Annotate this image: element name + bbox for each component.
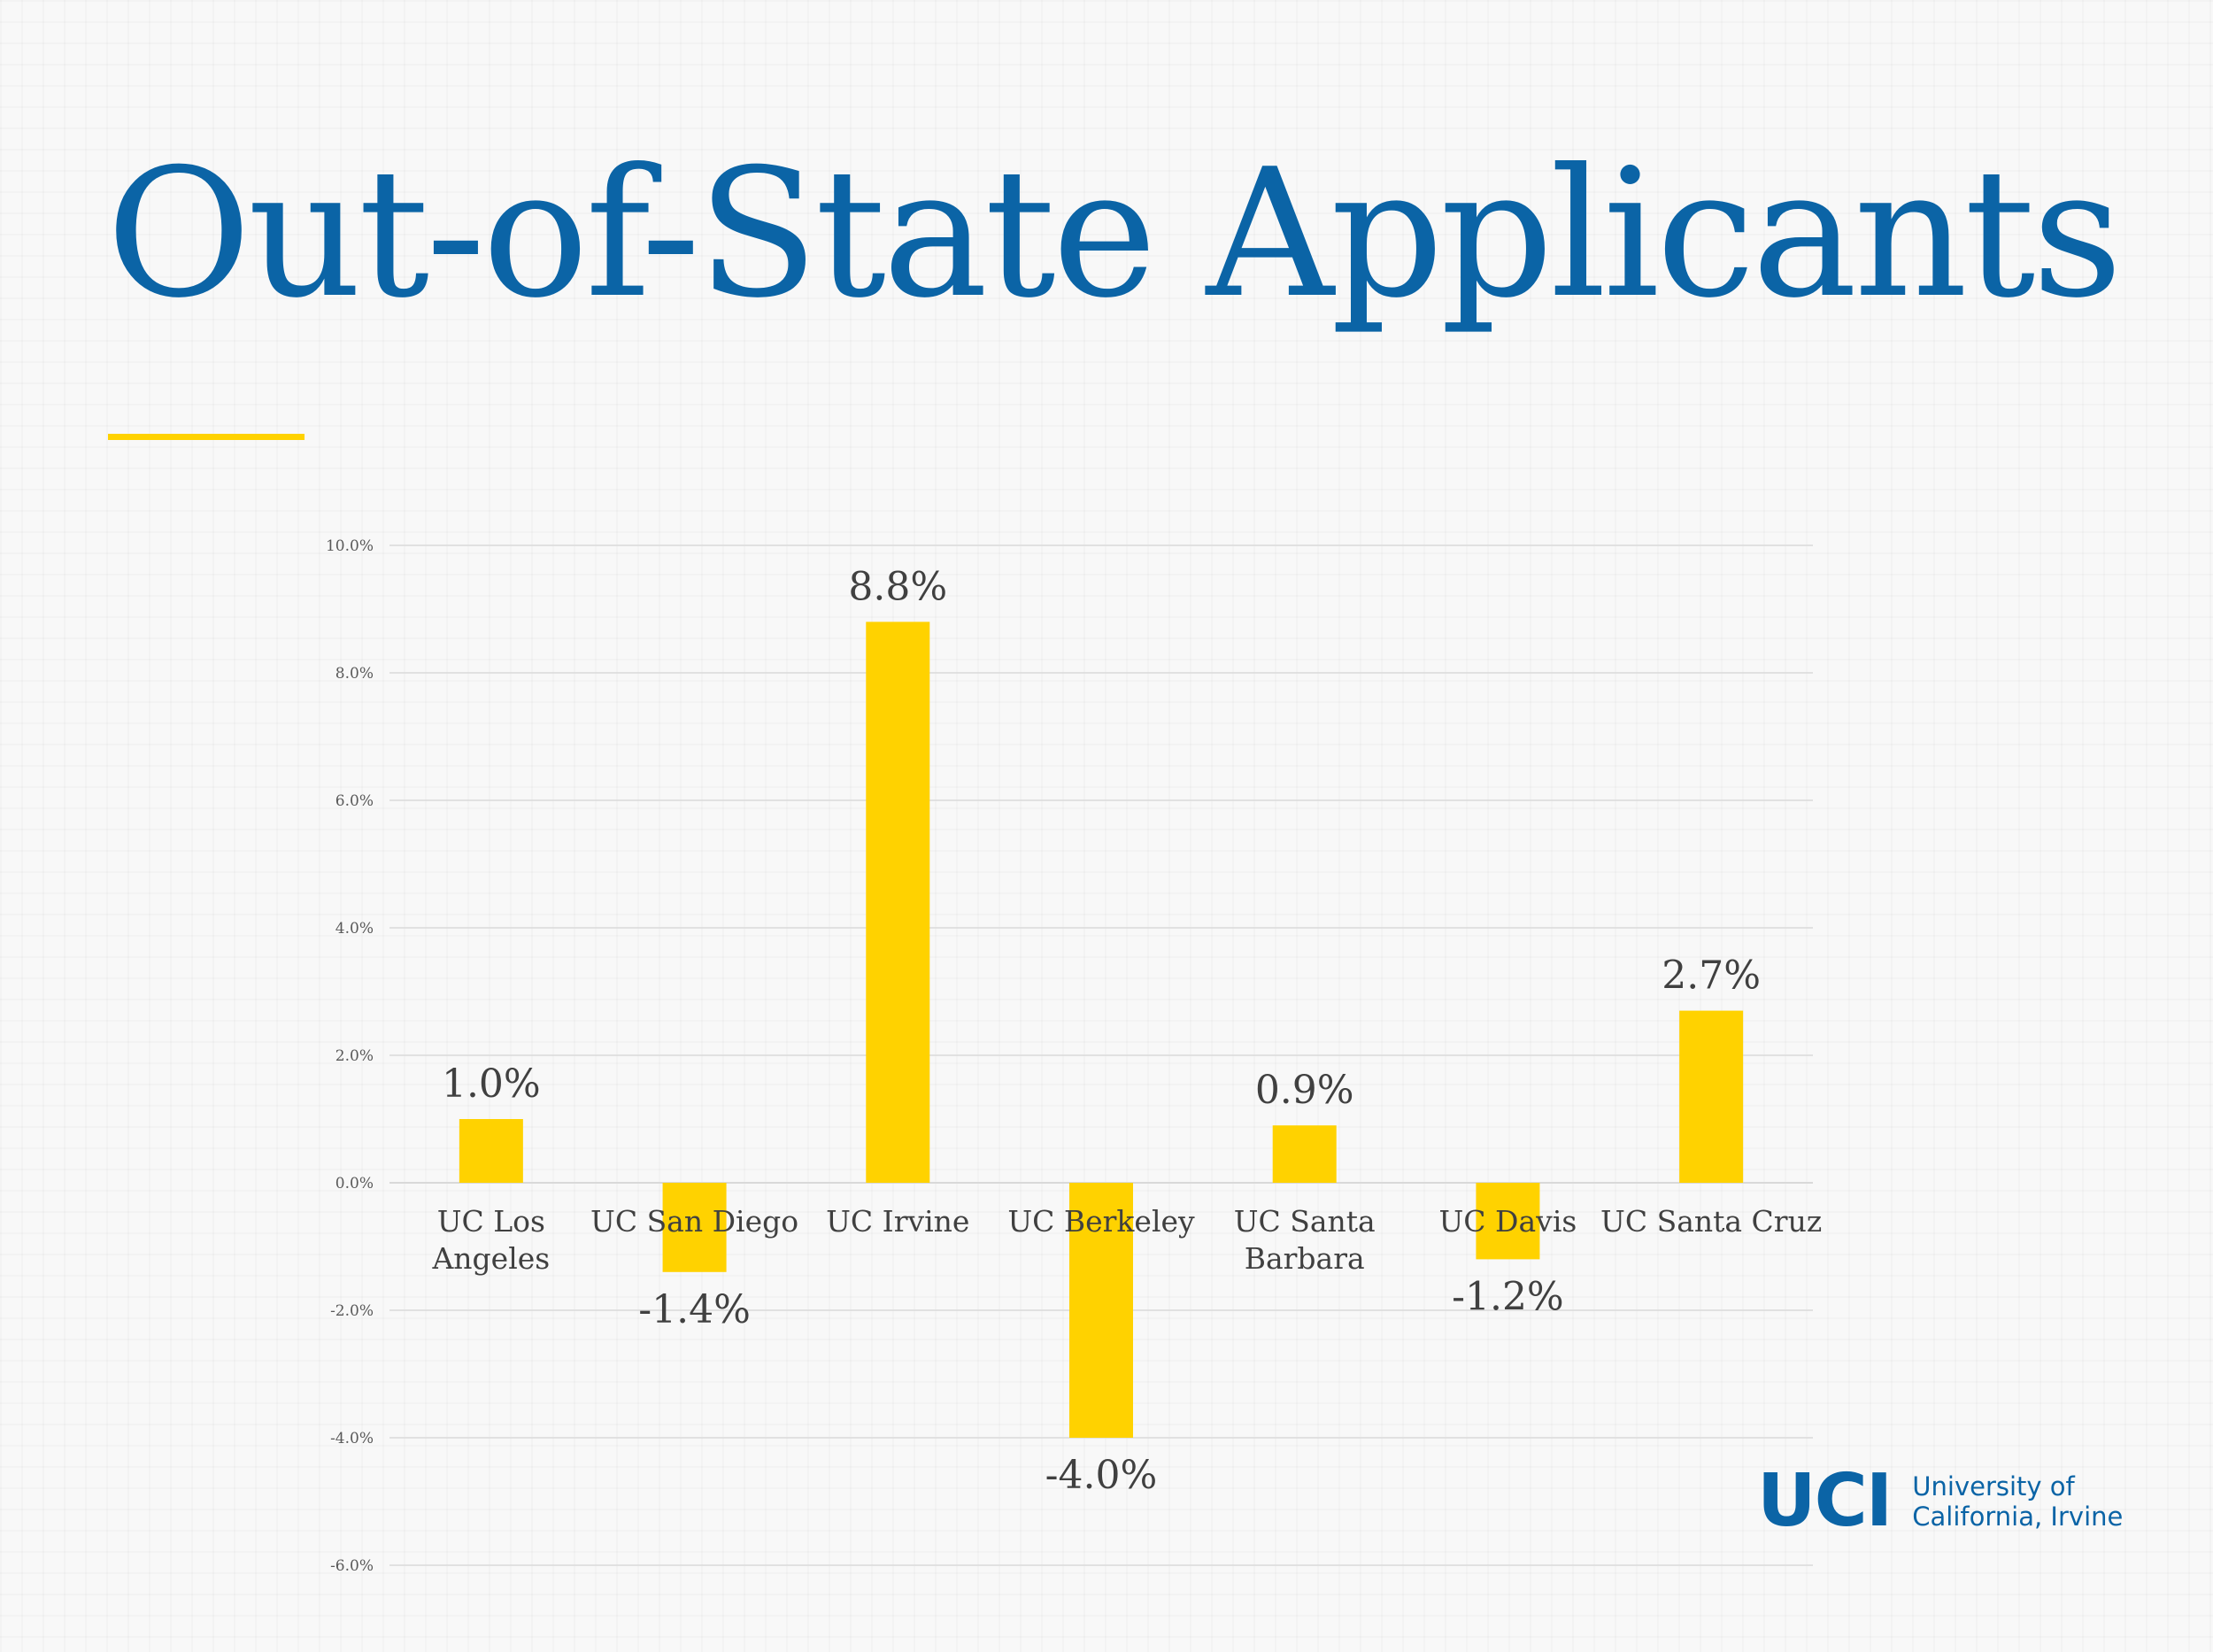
title-underline xyxy=(108,434,305,440)
bars-layer xyxy=(459,621,1744,1438)
category-label: UC Los Angeles xyxy=(431,1204,550,1276)
y-tick-label: 8.0% xyxy=(335,665,374,683)
bar xyxy=(662,1183,727,1272)
category-label: UC San Diego xyxy=(590,1204,798,1239)
logo-line-2: California, Irvine xyxy=(1912,1501,2124,1532)
logo-line-1: University of xyxy=(1912,1471,2075,1501)
data-label: 8.8% xyxy=(848,564,947,609)
data-labels: 1.0% -1.4% 8.8% -4.0% 0.9% -1.2% 2.7% xyxy=(442,564,1761,1498)
y-tick-label: 0.0% xyxy=(335,1175,374,1193)
logo-mark: UCI xyxy=(1757,1459,1893,1543)
category-label: UC Santa Barbara xyxy=(1234,1204,1376,1276)
data-label: 2.7% xyxy=(1662,953,1761,999)
data-label: -1.4% xyxy=(638,1287,751,1332)
uci-logo: UCI University of California, Irvine xyxy=(1757,1465,2123,1538)
data-label: -1.2% xyxy=(1452,1274,1564,1319)
bar xyxy=(1272,1125,1337,1183)
category-label: UC Santa Cruz xyxy=(1600,1204,1822,1239)
y-tick-label: -6.0% xyxy=(330,1557,374,1575)
category-labels: UC Los Angeles UC San Diego UC Irvine UC Ber… xyxy=(431,1204,1822,1276)
y-tick-label: 10.0% xyxy=(326,537,374,555)
y-tick-label: 2.0% xyxy=(335,1047,374,1065)
data-label: -4.0% xyxy=(1045,1453,1158,1498)
y-tick-label: -2.0% xyxy=(330,1302,374,1320)
bar xyxy=(459,1119,523,1183)
y-axis-ticks: 10.0% 8.0% 6.0% 4.0% 2.0% 0.0% -2.0% -4.0% -6.0% xyxy=(326,537,374,1575)
y-tick-label: -4.0% xyxy=(330,1430,374,1447)
page-title: Out-of-State Applicants xyxy=(106,131,2123,337)
bar xyxy=(866,621,930,1183)
y-tick-label: 6.0% xyxy=(335,792,374,810)
category-label: UC Berkeley xyxy=(1007,1204,1195,1239)
y-tick-label: 4.0% xyxy=(335,920,374,938)
category-label: UC Davis xyxy=(1439,1204,1577,1239)
data-label: 0.9% xyxy=(1255,1068,1354,1113)
logo-wordmark: University of California, Irvine xyxy=(1912,1471,2123,1532)
bar xyxy=(1069,1183,1133,1438)
bar xyxy=(1476,1183,1540,1260)
data-label: 1.0% xyxy=(442,1061,541,1107)
bar xyxy=(1679,1010,1744,1183)
category-label: UC Irvine xyxy=(826,1204,969,1239)
